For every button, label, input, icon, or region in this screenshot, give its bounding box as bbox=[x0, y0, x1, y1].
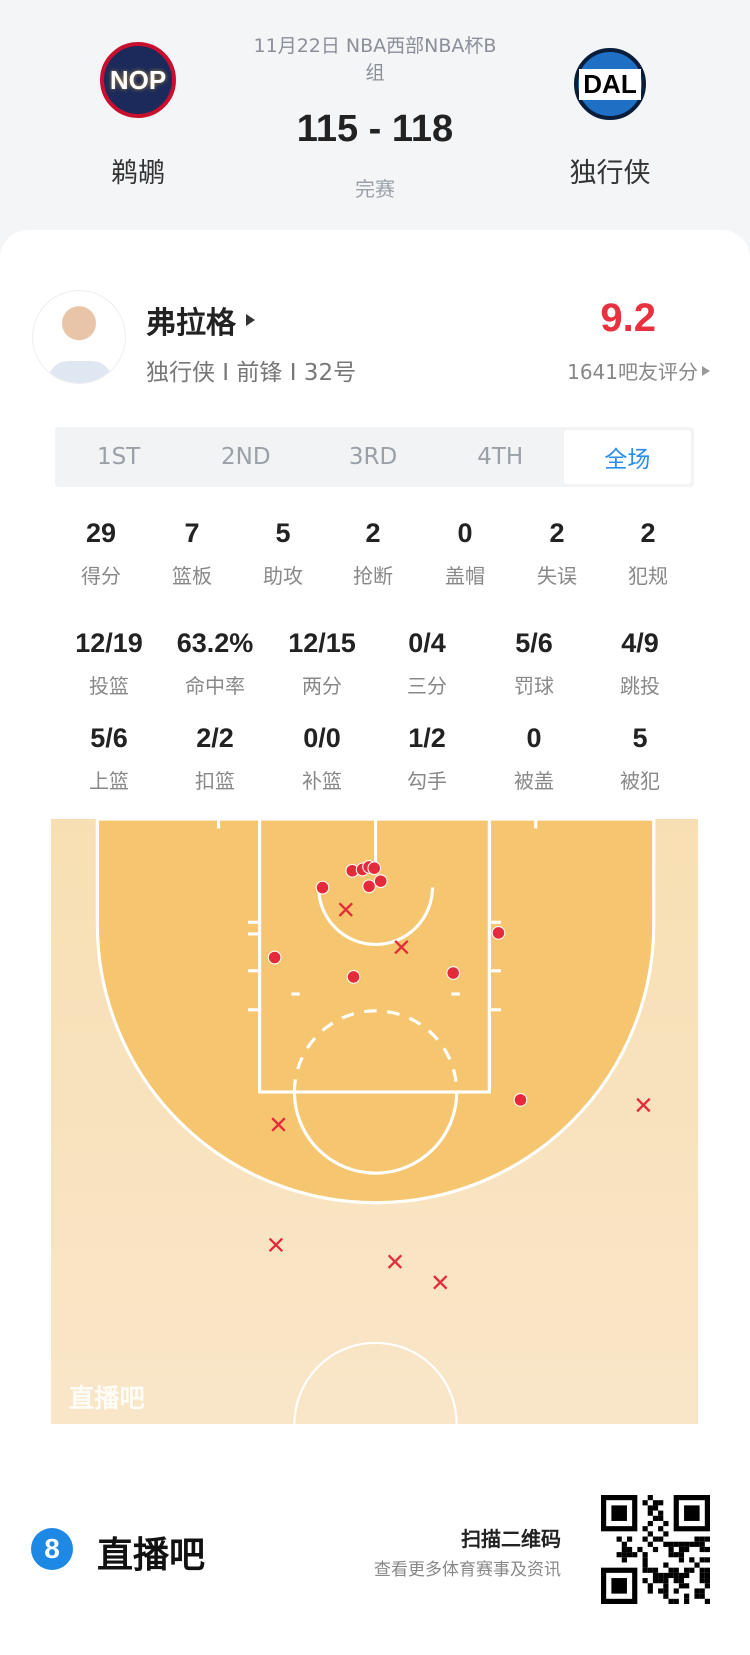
score: 115 - 118 bbox=[296, 108, 454, 150]
stat-value: 0 bbox=[526, 723, 542, 753]
center-circle bbox=[293, 1341, 458, 1424]
stat-value: 1/2 bbox=[408, 723, 446, 753]
away-team-name[interactable]: 独行侠 bbox=[569, 158, 651, 189]
away-team-logo: DAL bbox=[574, 48, 646, 120]
missed-shot-marker bbox=[271, 1117, 286, 1132]
stat-label: 扣篮 bbox=[195, 769, 235, 793]
stat-label: 盖帽 bbox=[445, 564, 485, 588]
made-shot-marker bbox=[373, 874, 388, 888]
lane bbox=[258, 819, 491, 1094]
caret-right-icon bbox=[702, 365, 710, 376]
shot-chart: 直播吧 bbox=[51, 819, 698, 1424]
stat-value: 2 bbox=[640, 518, 656, 548]
stat-label: 犯规 bbox=[628, 564, 668, 588]
ft-circle-dashed bbox=[292, 1009, 459, 1092]
watermark: 直播吧 bbox=[69, 1384, 145, 1413]
stat-value: 2/2 bbox=[196, 723, 234, 753]
made-shot-marker bbox=[362, 879, 376, 894]
home-team-logo: NOP bbox=[100, 42, 176, 118]
stat-label: 罚球 bbox=[514, 674, 554, 698]
match-date: 11月22日 NBA西部NBA杯B 组 bbox=[253, 35, 497, 84]
stat-label: 失误 bbox=[537, 564, 577, 588]
stat-value: 4/9 bbox=[621, 628, 659, 658]
made-shot-marker bbox=[267, 950, 282, 965]
player-name[interactable]: 弗拉格 bbox=[146, 306, 236, 341]
stat-value: 0/0 bbox=[303, 723, 341, 753]
stat-label: 补篮 bbox=[302, 769, 342, 793]
stat-label: 三分 bbox=[407, 674, 447, 698]
made-shot-marker bbox=[315, 880, 330, 895]
tab-4th[interactable]: 4TH bbox=[477, 444, 524, 470]
stat-label: 勾手 bbox=[407, 769, 447, 793]
match-status: 完赛 bbox=[355, 177, 395, 201]
stat-value: 2 bbox=[365, 518, 381, 548]
stat-label: 抢断 bbox=[353, 564, 393, 588]
home-team-name[interactable]: 鹈鹕 bbox=[111, 158, 165, 189]
stat-value: 5 bbox=[275, 518, 291, 548]
stat-label: 被盖 bbox=[514, 769, 554, 793]
missed-shot-marker bbox=[268, 1237, 284, 1252]
stat-label: 篮板 bbox=[172, 564, 212, 588]
tab-full-game[interactable]: 全场 bbox=[563, 430, 692, 484]
made-shot-marker bbox=[367, 861, 382, 876]
stat-value: 5/6 bbox=[90, 723, 128, 753]
made-shot-marker bbox=[513, 1093, 528, 1107]
stat-label: 投篮 bbox=[89, 674, 129, 698]
stat-label: 命中率 bbox=[185, 674, 245, 698]
stat-value: 2 bbox=[549, 518, 565, 548]
stat-label: 助攻 bbox=[263, 564, 303, 588]
brand-logo-icon: 8 bbox=[31, 1528, 73, 1570]
tab-1st[interactable]: 1ST bbox=[96, 444, 141, 470]
stat-value: 0 bbox=[457, 518, 473, 548]
player-avatar[interactable] bbox=[32, 290, 126, 384]
brand-name: 直播吧 bbox=[97, 1535, 206, 1576]
period-tabs: 1ST 2ND 3RD 4TH 全场 bbox=[55, 427, 694, 487]
missed-shot-marker bbox=[387, 1254, 403, 1269]
caret-right-icon[interactable] bbox=[246, 314, 255, 326]
stat-value: 29 bbox=[85, 518, 117, 548]
stat-value: 12/15 bbox=[288, 628, 356, 658]
stat-value: 5/6 bbox=[515, 628, 553, 658]
player-rating: 9.2 bbox=[600, 296, 656, 340]
tab-3rd[interactable]: 3RD bbox=[348, 444, 398, 470]
stat-label: 两分 bbox=[302, 674, 342, 698]
scan-title: 扫描二维码 bbox=[461, 1527, 561, 1551]
missed-shot-marker bbox=[338, 902, 353, 917]
scan-subtitle: 查看更多体育赛事及资讯 bbox=[374, 1560, 561, 1580]
rating-link[interactable]: 1641吧友评分 bbox=[567, 356, 710, 385]
made-shot-marker bbox=[446, 966, 461, 980]
stat-label: 跳投 bbox=[620, 674, 660, 698]
tab-2nd[interactable]: 2ND bbox=[221, 444, 271, 470]
stat-value: 12/19 bbox=[75, 628, 143, 658]
stat-value: 0/4 bbox=[408, 628, 446, 658]
missed-shot-marker bbox=[394, 939, 409, 955]
made-shot-marker bbox=[346, 970, 361, 984]
stat-value: 63.2% bbox=[176, 628, 254, 658]
stat-label: 被犯 bbox=[620, 769, 660, 793]
missed-shot-marker bbox=[636, 1097, 651, 1113]
made-shot-marker bbox=[491, 926, 506, 940]
player-info: 独行侠 I 前锋 I 32号 bbox=[146, 360, 357, 386]
qr-code[interactable] bbox=[601, 1495, 710, 1604]
missed-shot-marker bbox=[433, 1275, 448, 1290]
restricted-arc bbox=[317, 887, 435, 946]
ft-circle-solid bbox=[292, 1091, 459, 1175]
stat-value: 7 bbox=[184, 518, 200, 548]
stat-value: 5 bbox=[632, 723, 648, 753]
stat-label: 得分 bbox=[81, 564, 121, 588]
stat-label: 上篮 bbox=[89, 769, 129, 793]
